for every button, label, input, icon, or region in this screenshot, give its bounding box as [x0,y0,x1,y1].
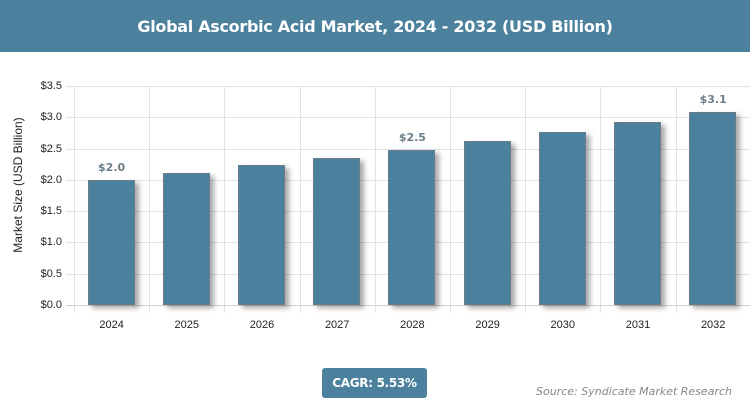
gridline-vertical [149,86,151,313]
gridline-vertical [600,86,602,313]
y-axis-label: Market Size (USD Billion) [11,117,25,253]
bar-2024[interactable] [87,179,135,305]
bar-2025[interactable] [162,172,210,305]
gridline-vertical [450,86,451,313]
x-tick-label: 2031 [625,319,651,331]
bar-2026[interactable] [238,165,285,305]
y-tick-label: $3.5 [40,80,62,92]
x-axis [66,305,750,306]
data-label: $2.5 [398,130,426,144]
data-label: $3.1 [699,93,727,107]
bar-2032[interactable] [689,112,737,305]
gridline-vertical [525,86,527,313]
x-tick-label: 2026 [249,319,275,331]
bar-2031[interactable] [614,122,661,305]
cagr-label: CAGR: 5.53% [332,376,417,390]
bar-2027[interactable] [313,157,361,305]
bar-2028[interactable] [388,149,436,305]
y-tick-label: $1.0 [40,236,62,249]
bar-2030[interactable] [538,132,586,305]
gridline-vertical [299,86,301,313]
gridline-vertical [74,86,75,313]
bar-2029[interactable] [463,141,511,305]
gridline [66,86,750,87]
gridline [66,117,750,119]
data-label: $2.0 [98,160,126,174]
x-tick-label: 2032 [700,319,726,331]
source-note: Source: Syndicate Market Research [536,385,732,398]
x-tick-label: 2027 [324,319,350,331]
chart-header: Global Ascorbic Acid Market, 2024 - 2032… [0,0,750,52]
gridline [66,148,750,150]
bar-chart: Market Size (USD Billion) $0.0 $0.5 $1.0 $1… [11,80,750,331]
chart-title: Global Ascorbic Acid Market, 2024 - 2032… [137,16,613,36]
y-tick-label: $0.0 [40,299,62,311]
x-tick-label: 2024 [99,319,124,331]
cagr-badge: CAGR: 5.53% [322,368,427,398]
y-tick-label: $2.5 [40,142,62,155]
y-tick-label: $2.0 [40,173,62,186]
y-tick-label: $3.0 [40,111,62,124]
gridline-vertical [224,86,226,313]
gridline-vertical [675,86,677,313]
y-tick-label: $1.5 [40,205,62,218]
x-tick-label: 2029 [475,319,500,331]
x-tick-label: 2028 [400,319,425,331]
x-tick-label: 2025 [174,319,200,331]
gridline-vertical [374,86,376,313]
x-tick-label: 2030 [550,319,576,331]
y-tick-label: $0.5 [40,267,62,280]
